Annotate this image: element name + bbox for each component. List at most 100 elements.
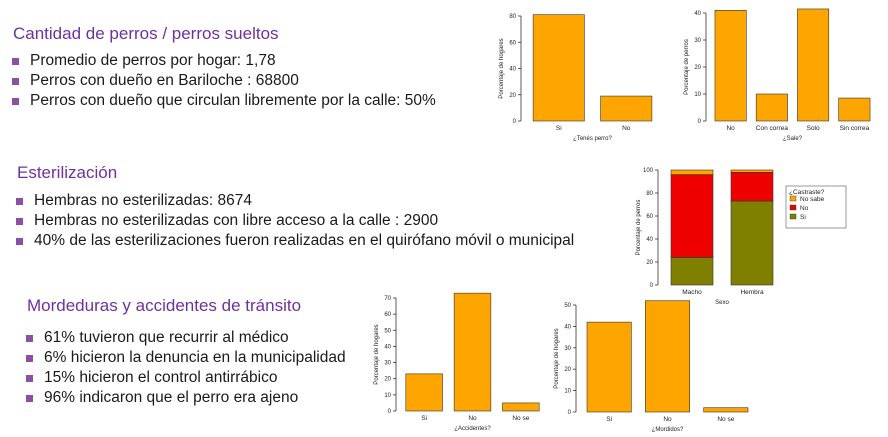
bullet-square-icon (26, 355, 33, 362)
bar (755, 93, 788, 122)
legend-swatch (789, 213, 797, 220)
y-axis-label: Porcentaje de hogares (374, 324, 380, 384)
chart-legend: ¿Castraste?No sabe No Si (785, 185, 847, 229)
x-tick-label: No se (512, 415, 529, 422)
y-tick-label: 40 (384, 344, 391, 350)
bullet-item: 40% de las esterilizaciones fueron reali… (14, 231, 574, 251)
bullet-item: Perros con dueño en Bariloche : 68800 (10, 71, 436, 91)
x-tick-label: Si (421, 415, 427, 422)
y-tick-label: 0 (513, 119, 517, 125)
y-tick-label: 40 (694, 11, 701, 17)
y-axis-label: Porcentaje de perros (684, 39, 690, 95)
y-tick-label: 40 (646, 237, 653, 243)
x-tick-label: No (726, 125, 735, 132)
legend-title: ¿Castraste? (789, 189, 825, 196)
bar (703, 407, 749, 413)
bullet-item: 61% tuvieron que recurrir al médico (24, 328, 346, 348)
y-tick-label: 20 (694, 65, 701, 71)
y-axis-label: Porcentaje de perros (636, 200, 642, 256)
y-axis-label: Porcentaje de hogares (499, 38, 505, 98)
bullet-item: Hembras no esterilizadas con libre acces… (14, 211, 574, 231)
bullet-text: Promedio de perros por hogar: 1,78 (30, 52, 276, 69)
bullet-list-mordeduras: 61% tuvieron que recurrir al médico 6% h… (24, 328, 346, 408)
bullet-square-icon (16, 218, 23, 225)
bullet-text: Hembras no esterilizadas: 8674 (34, 192, 252, 209)
x-axis-label: Sexo (715, 300, 729, 306)
chart-mordidos: 0 10 20 30 40 50 Porcentaje de hogares Si No No s… (554, 300, 749, 433)
y-tick-label: 20 (384, 377, 391, 383)
x-tick-label: Con correa (756, 125, 789, 132)
bullet-item: Promedio de perros por hogar: 1,78 (10, 51, 436, 71)
section-title-mordeduras: Mordeduras y accidentes de tránsito (27, 296, 302, 315)
chart-accidentes: 0 10 20 30 40 50 60 70 Porcentaje de hogares Si No… (374, 292, 540, 432)
x-tick-label: Macho (682, 289, 702, 296)
chart-castraste: 0 20 40 60 80 100 Porcentaje de perros Macho Hem… (636, 168, 847, 306)
y-tick-label: 0 (388, 409, 392, 415)
bar-segment-si (670, 257, 714, 286)
x-tick-label: Sin correa (840, 125, 870, 132)
y-tick-label: 30 (564, 346, 571, 352)
bullet-square-icon (26, 335, 33, 342)
bullet-item: Perros con dueño que circulan libremente… (10, 91, 436, 111)
bar (600, 95, 653, 122)
bullet-list-esterilizacion: Hembras no esterilizadas: 8674 Hembras n… (14, 191, 574, 251)
y-tick-label: 20 (646, 260, 653, 266)
x-tick-label: No (663, 416, 672, 423)
bar (502, 402, 540, 412)
bar (453, 292, 492, 412)
bullet-text: Hembras no esterilizadas con libre acces… (34, 212, 439, 229)
x-tick-label: No (622, 125, 631, 132)
y-tick-label: 50 (564, 303, 571, 309)
bullet-item: 96% indicaron que el perro era ajeno (24, 388, 346, 408)
y-tick-label: 10 (384, 393, 391, 399)
bullet-text: 61% tuvieron que recurrir al médico (44, 329, 289, 346)
bar-segment-no-sabe (670, 169, 714, 175)
bar (586, 321, 632, 413)
y-tick-label: 0 (698, 119, 702, 125)
legend-swatch (789, 195, 797, 202)
bullet-list-cantidad: Promedio de perros por hogar: 1,78 Perro… (10, 51, 436, 111)
y-tick-label: 20 (564, 367, 571, 373)
bullet-text: Perros con dueño en Bariloche : 68800 (30, 72, 299, 89)
bullet-square-icon (12, 78, 19, 85)
bullet-text: 96% indicaron que el perro era ajeno (44, 389, 299, 406)
x-axis-label: ¿Sale? (783, 136, 803, 142)
bullet-text: 6% hicieron la denuncia en la municipali… (44, 349, 346, 366)
section-title-cantidad: Cantidad de perros / perros sueltos (13, 24, 279, 43)
x-axis-label: ¿Mordidos? (652, 427, 684, 433)
bullet-square-icon (16, 198, 23, 205)
y-tick-label: 60 (384, 312, 391, 318)
x-tick-label: Hembra (740, 289, 764, 296)
bar (714, 9, 747, 122)
bar-segment-no (670, 174, 714, 258)
x-axis-label: ¿Accidentes? (454, 426, 491, 432)
y-tick-label: 0 (650, 283, 654, 289)
y-tick-label: 10 (564, 389, 571, 395)
y-tick-label: 60 (646, 214, 653, 220)
y-tick-label: 40 (564, 324, 571, 330)
bullet-item: 6% hicieron la denuncia en la municipali… (24, 348, 346, 368)
y-tick-label: 60 (509, 40, 516, 46)
bullet-square-icon (26, 395, 33, 402)
bar-segment-no (730, 172, 774, 202)
y-tick-label: 80 (646, 191, 653, 197)
bullet-square-icon (12, 98, 19, 105)
y-tick-label: 20 (509, 93, 516, 99)
x-tick-label: No se (717, 416, 734, 423)
bullet-item: 15% hicieron el control antirrábico (24, 368, 346, 388)
bullet-item: Hembras no esterilizadas: 8674 (14, 191, 574, 211)
y-tick-label: 30 (384, 361, 391, 367)
y-axis-label: Porcentaje de hogares (554, 328, 560, 388)
legend-label: No sabe (800, 196, 825, 203)
chart-tenes-perro: 0 20 40 60 80 Porcentaje de hogares Si No ¿Tenés… (499, 14, 653, 142)
y-tick-label: 50 (384, 328, 391, 334)
legend-swatch (789, 204, 797, 211)
bar (532, 14, 585, 122)
bar-segment-no-sabe (730, 169, 774, 173)
bullet-square-icon (16, 238, 23, 245)
x-tick-label: Si (556, 125, 562, 132)
bullet-text: 15% hicieron el control antirrábico (44, 369, 278, 386)
x-tick-label: Si (606, 416, 612, 423)
x-axis-label: ¿Tenés perro? (573, 136, 612, 142)
bullet-square-icon (12, 58, 19, 65)
